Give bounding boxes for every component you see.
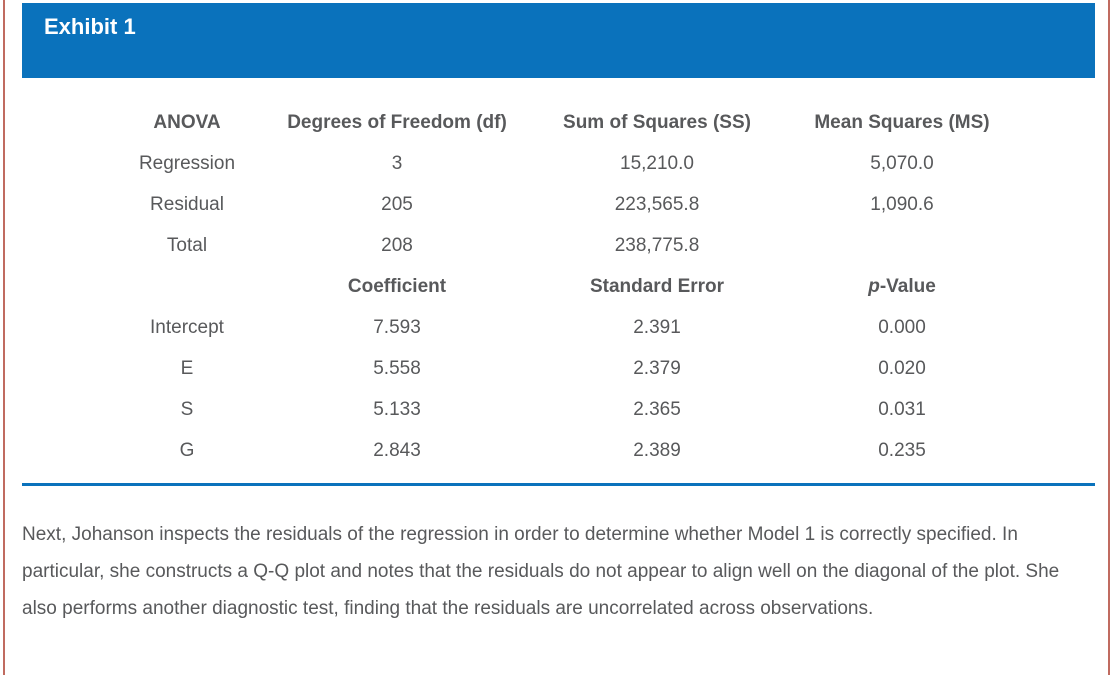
exhibit-header-band: Exhibit 1 [22, 3, 1095, 78]
table-cell: 0.235 [878, 439, 926, 461]
row-label: Intercept [150, 316, 224, 338]
row-label: Regression [138, 152, 236, 174]
table-cell: 5.558 [373, 357, 421, 379]
table-cell: 2.379 [633, 357, 681, 379]
col-header-degrees-of-freedom: Degrees of Freedom (df) [287, 111, 507, 133]
table-cell: 7.593 [373, 316, 421, 338]
table-row-total: Total 208 238,775.8 [102, 225, 1012, 266]
row-label: Residual [150, 193, 224, 215]
table-cell: 238,775.8 [614, 234, 700, 256]
narrative-paragraph: Next, Johanson inspects the residuals of… [22, 524, 1060, 619]
table-cell [792, 225, 1012, 266]
table-cell: 5,070.0 [870, 152, 934, 174]
col-header-p-value: p-Value [792, 266, 1012, 307]
table-cell: 15,210.0 [620, 152, 694, 174]
table-cell: 2.389 [633, 439, 681, 461]
table-row-intercept: Intercept 7.593 2.391 0.000 [102, 307, 1012, 348]
col-header-sum-of-squares: Sum of Squares (SS) [563, 111, 751, 133]
table-cell: 1,090.6 [870, 193, 934, 215]
exhibit-panel: Exhibit 1 ANOVA Degrees of Freedom (df) … [3, 0, 1110, 675]
table-cell-blank [102, 266, 272, 307]
col-header-anova: ANOVA [153, 111, 221, 133]
table-cell: 0.000 [878, 316, 926, 338]
row-label: E [180, 357, 194, 379]
anova-regression-table: ANOVA Degrees of Freedom (df) Sum of Squ… [102, 102, 1012, 471]
table-row-g: G 2.843 2.389 0.235 [102, 430, 1012, 471]
table-cell: 205 [381, 193, 413, 215]
col-header-standard-error: Standard Error [589, 275, 725, 297]
p-value-rest: -Value [879, 275, 936, 297]
table-cell: 2.365 [633, 398, 681, 420]
row-label: Total [166, 234, 208, 256]
col-header-coefficient: Coefficient [347, 275, 447, 297]
table-row-s: S 5.133 2.365 0.031 [102, 389, 1012, 430]
row-label: G [179, 439, 195, 461]
section-divider [22, 483, 1095, 486]
table-row-regression: Regression 3 15,210.0 5,070.0 [102, 143, 1012, 184]
anova-header-row: ANOVA Degrees of Freedom (df) Sum of Squ… [102, 102, 1012, 143]
table-cell: 2.843 [373, 439, 421, 461]
table-cell: 208 [381, 234, 413, 256]
coefficients-header-row: Coefficient Standard Error p-Value [102, 266, 1012, 307]
table-cell: 3 [391, 152, 403, 174]
table-cell: 0.031 [878, 398, 926, 420]
col-header-mean-squares: Mean Squares (MS) [814, 111, 990, 133]
table-cell: 0.020 [878, 357, 926, 379]
table-cell: 2.391 [633, 316, 681, 338]
table-row-e: E 5.558 2.379 0.020 [102, 348, 1012, 389]
row-label: S [180, 398, 194, 420]
exhibit-title: Exhibit 1 [44, 14, 136, 39]
table-cell: 5.133 [373, 398, 421, 420]
table-cell: 223,565.8 [614, 193, 700, 215]
table-row-residual: Residual 205 223,565.8 1,090.6 [102, 184, 1012, 225]
p-value-italic-p: p [868, 275, 880, 297]
